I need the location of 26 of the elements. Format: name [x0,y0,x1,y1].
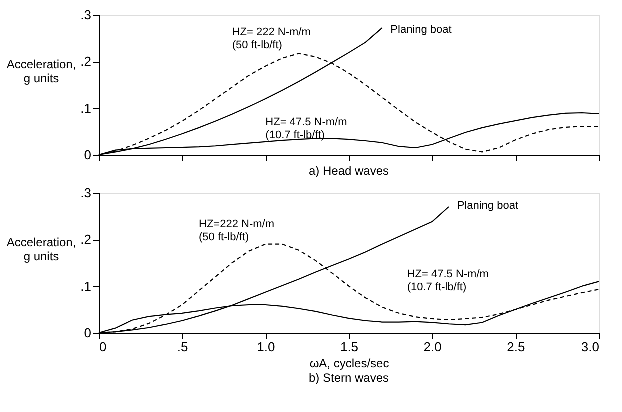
y-axis-title: Acceleration, g units [6,58,76,86]
text: a) Head waves [308,164,390,178]
y-tick-label: .3 [80,8,92,22]
series-label: HZ= 47.5 N-m/m (10.7 ft-lb/ft) [266,116,348,142]
series-label: Planing boat [390,24,452,36]
y-tick-label: .1 [80,278,92,294]
x-tick-label: 3.0 [581,340,600,354]
y-tick-label: 0 [84,326,92,340]
x-tick-label: 2.0 [424,340,442,354]
series-label: Planing boat [457,200,519,212]
y-tick-label: .2 [80,232,92,248]
series-label: HZ=222 N-m/m (50 ft-lb/ft) [199,218,274,244]
text: b) Stern waves [308,371,390,385]
text: HZ= 47.5 N-m/m (10.7 ft-lb/ft) [407,268,489,294]
x-tick-label: 1.0 [257,340,276,354]
y-tick-label: .3 [80,186,92,200]
x-tick-label: .5 [177,340,188,354]
y-tick-label: .1 [80,100,92,116]
x-tick-label: 2.5 [507,340,526,354]
y-tick-label: .2 [80,54,92,70]
y-axis-title: Acceleration, g units [6,236,76,264]
x-axis-title: ωA, cycles/sec [310,356,390,370]
x-tick-label: 1.5 [340,340,359,354]
series-label: HZ= 222 N-m/m (50 ft-lb/ft) [232,26,311,52]
x-tick-label: 0 [100,340,107,354]
y-tick-label: 0 [84,148,92,162]
